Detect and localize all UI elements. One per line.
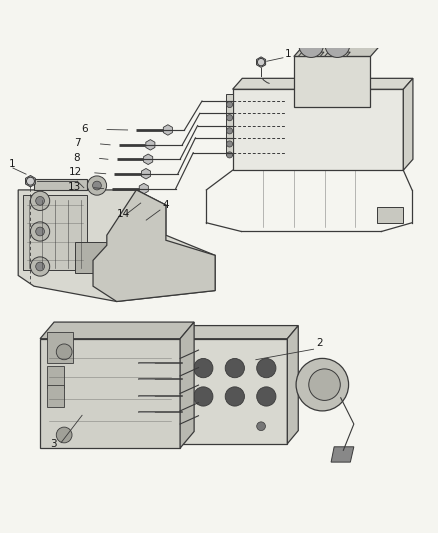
Circle shape: [225, 359, 244, 378]
Polygon shape: [403, 78, 412, 170]
Polygon shape: [93, 190, 215, 302]
Circle shape: [87, 176, 106, 195]
Circle shape: [30, 222, 49, 241]
Circle shape: [56, 427, 72, 443]
Circle shape: [256, 359, 276, 378]
Circle shape: [298, 33, 323, 58]
Polygon shape: [376, 207, 403, 223]
Circle shape: [35, 227, 44, 236]
Polygon shape: [182, 326, 297, 338]
Text: 1: 1: [285, 49, 291, 59]
Circle shape: [193, 387, 212, 406]
Polygon shape: [40, 322, 194, 338]
Text: 14: 14: [117, 209, 130, 220]
Polygon shape: [134, 407, 142, 417]
Circle shape: [193, 359, 212, 378]
Circle shape: [295, 358, 348, 411]
Circle shape: [226, 101, 232, 108]
Text: 3: 3: [50, 439, 57, 449]
Circle shape: [26, 177, 34, 185]
Polygon shape: [46, 385, 64, 407]
Polygon shape: [180, 322, 194, 448]
Polygon shape: [134, 358, 142, 368]
Circle shape: [256, 422, 265, 431]
Circle shape: [256, 387, 276, 406]
Text: 1: 1: [9, 159, 15, 169]
Polygon shape: [232, 78, 412, 89]
Text: 2: 2: [315, 338, 321, 348]
Polygon shape: [134, 391, 142, 400]
Polygon shape: [75, 243, 141, 273]
Polygon shape: [40, 338, 180, 448]
Polygon shape: [141, 168, 150, 179]
Circle shape: [308, 369, 339, 400]
Polygon shape: [134, 374, 142, 384]
Polygon shape: [46, 366, 64, 388]
Polygon shape: [46, 332, 73, 363]
Circle shape: [56, 344, 72, 360]
Circle shape: [92, 181, 101, 190]
Polygon shape: [256, 57, 265, 67]
Text: 8: 8: [73, 152, 80, 163]
Text: 12: 12: [68, 167, 81, 177]
Circle shape: [226, 115, 232, 121]
Polygon shape: [139, 183, 148, 194]
Circle shape: [226, 128, 232, 134]
Circle shape: [257, 59, 264, 66]
Polygon shape: [182, 338, 287, 444]
Circle shape: [30, 257, 49, 276]
Circle shape: [35, 197, 44, 205]
Text: 13: 13: [67, 182, 81, 192]
Polygon shape: [226, 94, 232, 155]
Circle shape: [226, 141, 232, 147]
Polygon shape: [22, 195, 87, 270]
Text: 4: 4: [162, 200, 168, 210]
Polygon shape: [287, 326, 297, 444]
Text: 6: 6: [81, 124, 87, 134]
Circle shape: [226, 152, 232, 158]
Polygon shape: [330, 447, 353, 462]
Polygon shape: [34, 179, 87, 190]
Polygon shape: [293, 45, 379, 56]
Polygon shape: [293, 56, 370, 107]
Polygon shape: [18, 190, 215, 302]
Polygon shape: [324, 52, 350, 56]
Circle shape: [35, 262, 44, 271]
Polygon shape: [232, 89, 403, 170]
Polygon shape: [143, 154, 152, 165]
Text: 7: 7: [74, 138, 81, 148]
Polygon shape: [25, 175, 35, 187]
Polygon shape: [163, 125, 172, 135]
Polygon shape: [145, 140, 155, 150]
Circle shape: [325, 33, 349, 58]
Circle shape: [30, 191, 49, 211]
Polygon shape: [297, 52, 323, 56]
Circle shape: [225, 387, 244, 406]
